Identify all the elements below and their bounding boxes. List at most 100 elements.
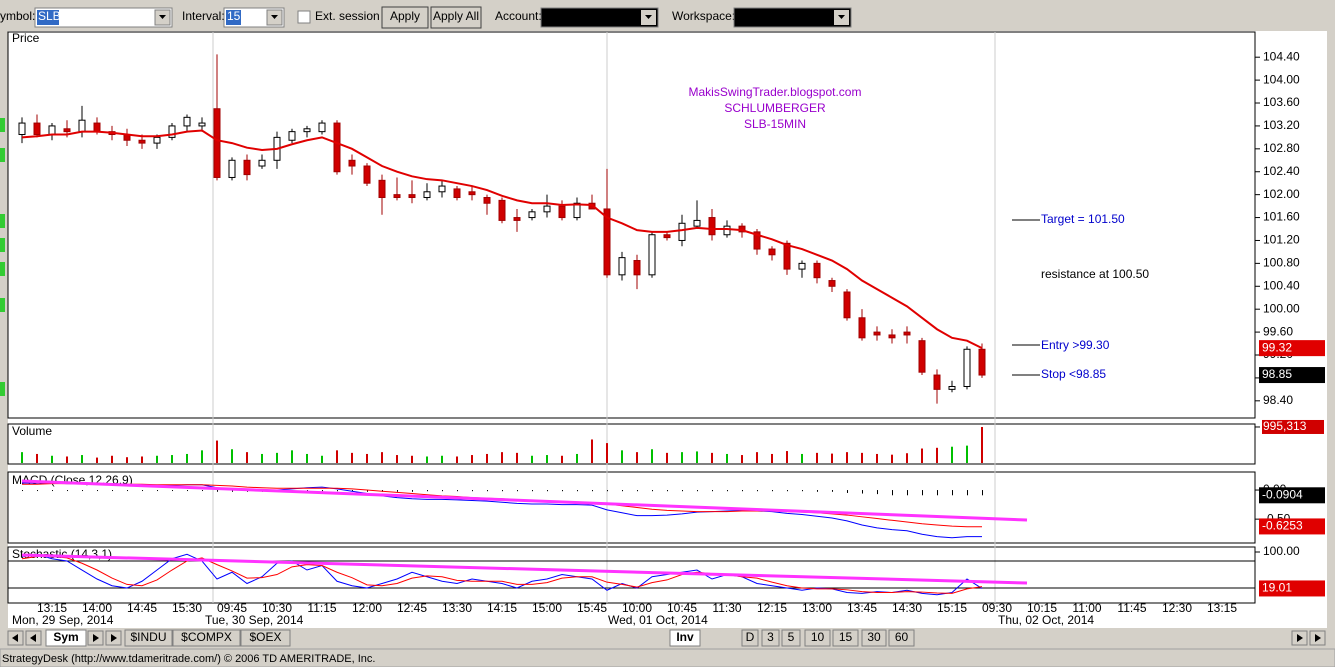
tab[interactable] bbox=[741, 629, 759, 647]
x-tick-label: 14:15 bbox=[487, 601, 517, 615]
histogram-bar bbox=[907, 490, 908, 496]
x-tick-label: 10:00 bbox=[622, 601, 652, 615]
histogram-bar bbox=[757, 490, 758, 492]
volume-bar bbox=[456, 456, 458, 463]
nav-arrow bbox=[12, 634, 18, 642]
histogram-bar bbox=[442, 490, 443, 492]
annotation: SCHLUMBERGER bbox=[724, 101, 826, 115]
candle-body bbox=[363, 165, 371, 184]
histogram-bar bbox=[22, 490, 23, 492]
volume-bar bbox=[696, 451, 698, 463]
histogram-bar bbox=[187, 490, 188, 492]
tab[interactable] bbox=[172, 629, 241, 647]
histogram-bar bbox=[682, 490, 683, 492]
candle-body bbox=[198, 122, 206, 127]
candle-body bbox=[543, 205, 551, 213]
candle-body bbox=[153, 136, 161, 144]
x-tick-label: 10:30 bbox=[262, 601, 292, 615]
histogram-bar bbox=[412, 490, 413, 492]
tab[interactable] bbox=[240, 629, 291, 647]
histogram-bar bbox=[217, 490, 218, 492]
candle-body bbox=[348, 159, 356, 167]
tab[interactable] bbox=[832, 629, 859, 647]
y-tick-label: 995,313 bbox=[1263, 419, 1307, 433]
interval-value: 15 bbox=[227, 9, 241, 23]
last-value-label: 99.32 bbox=[1262, 340, 1292, 354]
date-label: Thu, 02 Oct, 2014 bbox=[998, 613, 1094, 627]
side-icon[interactable] bbox=[0, 262, 5, 276]
candle-body bbox=[438, 185, 446, 193]
candle-body bbox=[933, 374, 941, 390]
side-icon[interactable] bbox=[0, 238, 5, 252]
volume-bar bbox=[681, 452, 683, 463]
histogram-bar bbox=[922, 490, 923, 496]
volume-bar bbox=[711, 452, 713, 463]
volume-bar bbox=[156, 455, 158, 463]
side-icon[interactable] bbox=[0, 118, 5, 132]
apply-all-button[interactable] bbox=[430, 6, 482, 29]
status-bar bbox=[0, 648, 1335, 667]
side-icon[interactable] bbox=[0, 298, 5, 312]
candle-body bbox=[468, 191, 476, 196]
x-tick-label: 13:15 bbox=[37, 601, 67, 615]
histogram-bar bbox=[592, 490, 593, 492]
candle-body bbox=[288, 131, 296, 141]
histogram-bar bbox=[817, 490, 818, 492]
account-input[interactable] bbox=[540, 7, 659, 28]
volume-bar bbox=[906, 453, 908, 463]
y-tick-label: 104.40 bbox=[1263, 49, 1300, 63]
account-label: Account: bbox=[495, 9, 542, 23]
marks: 98.4098.8099.2099.60100.00100.40100.8010… bbox=[8, 49, 1325, 597]
candle-body bbox=[168, 125, 176, 138]
histogram-bar bbox=[457, 490, 458, 492]
x-tick-label: 09:45 bbox=[217, 601, 247, 615]
candle-body bbox=[858, 317, 866, 339]
candle-body bbox=[378, 179, 386, 199]
annotation: resistance at 100.50 bbox=[1041, 267, 1149, 281]
side-icon[interactable] bbox=[0, 214, 5, 228]
histogram-bar bbox=[502, 490, 503, 492]
volume-bar bbox=[66, 456, 68, 463]
tab[interactable] bbox=[669, 629, 701, 647]
volume-bar bbox=[171, 455, 173, 463]
volume-bar bbox=[216, 440, 218, 463]
volume-bar bbox=[336, 450, 338, 463]
candle-body bbox=[63, 128, 71, 133]
histogram-bar bbox=[352, 490, 353, 492]
symbol-input[interactable] bbox=[34, 7, 173, 28]
apply-button[interactable] bbox=[381, 6, 429, 29]
scrollbar[interactable] bbox=[1327, 31, 1335, 628]
volume-bar bbox=[96, 457, 98, 463]
side-icon[interactable] bbox=[0, 148, 5, 162]
tab[interactable] bbox=[861, 629, 887, 647]
volume-bar bbox=[81, 455, 83, 463]
volume-bar bbox=[876, 453, 878, 463]
volume-bar bbox=[726, 453, 728, 463]
tab[interactable] bbox=[888, 629, 915, 647]
candle-body bbox=[828, 280, 836, 287]
candle-body bbox=[333, 122, 341, 173]
side-icon[interactable] bbox=[0, 382, 5, 396]
candle-body bbox=[18, 122, 26, 136]
checkbox[interactable] bbox=[297, 10, 311, 24]
tab[interactable] bbox=[45, 629, 87, 647]
volume-bar bbox=[186, 453, 188, 463]
workspace-input[interactable] bbox=[733, 7, 852, 28]
tab[interactable] bbox=[781, 629, 801, 647]
volume-panel bbox=[7, 423, 1256, 465]
selection bbox=[226, 10, 241, 25]
histogram-bar bbox=[97, 490, 98, 492]
tab[interactable] bbox=[124, 629, 173, 647]
histogram-bar bbox=[142, 490, 143, 492]
x-tick-label: 11:45 bbox=[1117, 601, 1146, 615]
y-tick-label: 103.20 bbox=[1263, 118, 1300, 132]
candle-body bbox=[228, 159, 236, 178]
selection bbox=[37, 10, 59, 25]
volume-bar bbox=[561, 455, 563, 463]
candle-body bbox=[813, 262, 821, 279]
tab-label: 15 bbox=[839, 630, 853, 644]
tab[interactable] bbox=[804, 629, 831, 647]
tab[interactable] bbox=[761, 629, 780, 647]
volume-bar bbox=[816, 452, 818, 463]
volume-bar bbox=[591, 439, 593, 463]
